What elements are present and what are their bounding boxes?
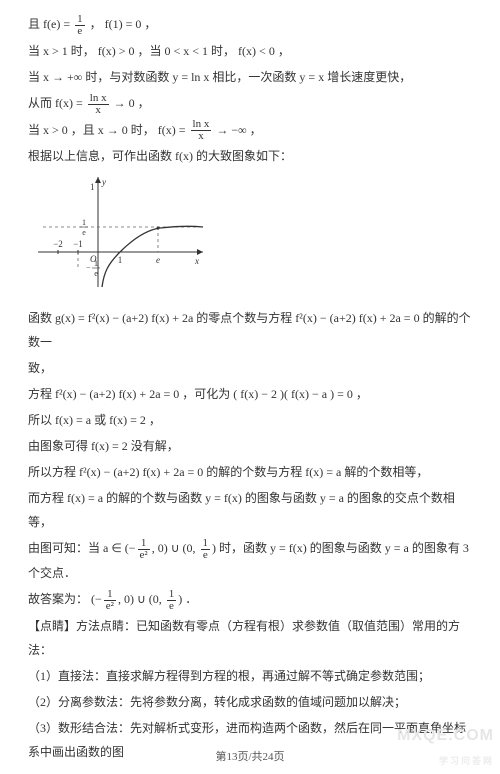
text: , 0) ∪ (0, [152,541,199,555]
text-line: 由图象可得 f(x) = 2 没有解， [28,434,472,458]
fraction-one-over-e: 1 e [75,14,85,37]
svg-text:−: − [86,263,91,272]
text: 函数 g(x) = f²(x) − (a+2) f(x) + 2a 的零点个数与… [28,311,471,349]
text: 由图象可得 f(x) = 2 没有解， [28,439,179,453]
text: 从而 f(x) = [28,96,86,110]
svg-text:−2: −2 [53,239,63,249]
svg-text:x: x [194,256,199,266]
text-line: 当 x > 1 时， f(x) > 0 ，当 0 < x < 1 时， f(x)… [28,39,472,63]
svg-text:1: 1 [94,259,98,268]
fraction-one-over-e: 1e [167,589,177,612]
fraction-one-over-e: 1e [201,538,211,561]
svg-text:y: y [101,177,106,187]
svg-text:−1: −1 [73,239,83,249]
page-footer: 第13页/共24页 [0,746,500,768]
svg-text:1: 1 [82,218,86,227]
svg-text:e: e [82,228,86,237]
text: 方程 f²(x) − (a+2) f(x) + 2a = 0 ，可化为 ( f(… [28,387,368,401]
graph-container: yxO11e−2−11e−1e [28,172,472,300]
function-graph: yxO11e−2−11e−1e [28,172,208,292]
text-line: 方程 f²(x) − (a+2) f(x) + 2a = 0 ，可化为 ( f(… [28,382,472,406]
svg-text:1: 1 [90,182,95,192]
text-line: 根据以上信息，可作出函数 f(x) 的大致图象如下： [28,144,472,168]
text: 所以方程 f²(x) − (a+2) f(x) + 2a = 0 的解的个数与方… [28,465,428,479]
fraction-lnx-over-x: ln x x [88,93,109,116]
interval: (−1e², 0) ∪ (0, 1e) [91,592,185,606]
fraction-lnx-over-x: ln x x [191,119,212,142]
text: （1）直接法：直接求解方程得到方程的根，再通过解不等式确定参数范围； [28,669,430,683]
text: 当 x > 0 ，且 x → 0 时， f(x) = [28,123,189,137]
text: → −∞ ， [216,123,261,137]
text: 所以 f(x) = a 或 f(x) = 2 ， [28,413,161,427]
text-line: 由图可知：当 a ∈ (−1e², 0) ∪ (0, 1e) 时，函数 y = … [28,536,472,585]
text: ， f(1) = 0 ， [90,17,157,31]
text-line: 所以 f(x) = a 或 f(x) = 2 ， [28,408,472,432]
text: ． [185,592,197,606]
text: 【点睛】方法点睛：已知函数有零点（方程有根）求参数值（取值范围）常用的方法： [28,619,460,657]
text-line: （1）直接法：直接求解方程得到方程的根，再通过解不等式确定参数范围； [28,664,472,688]
page: 且 f(e) = 1 e ， f(1) = 0 ， 当 x > 1 时， f(x… [0,0,500,774]
text: ) [212,541,216,555]
svg-text:e: e [94,269,98,278]
text-line: 致， [28,356,472,380]
svg-text:1: 1 [118,255,123,265]
page-number: 第13页/共24页 [215,751,284,763]
text: 由图可知：当 a ∈ [28,541,125,555]
text: ) [178,592,182,606]
text-line: 且 f(e) = 1 e ， f(1) = 0 ， [28,12,472,37]
text-line: 故答案为： (−1e², 0) ∪ (0, 1e) ． [28,587,472,612]
text-line: 函数 g(x) = f²(x) − (a+2) f(x) + 2a 的零点个数与… [28,306,472,354]
text-line: 从而 f(x) = ln x x → 0 ， [28,91,472,116]
interval: (−1e², 0) ∪ (0, 1e) [125,541,219,555]
text-line: 当 x > 0 ，且 x → 0 时， f(x) = ln x x → −∞ ， [28,118,472,143]
text: (− [91,592,102,606]
text: 根据以上信息，可作出函数 f(x) 的大致图象如下： [28,149,292,163]
svg-text:e: e [156,255,160,265]
text-line: 而方程 f(x) = a 的解的个数与函数 y = f(x) 的图象与函数 y … [28,486,472,534]
text: 致， [28,361,52,375]
text: → 0 ， [114,96,150,110]
text: 而方程 f(x) = a 的解的个数与函数 y = f(x) 的图象与函数 y … [28,491,455,529]
text: 当 x > 1 时， f(x) > 0 ，当 0 < x < 1 时， f(x)… [28,44,290,58]
text-line: （2）分离参数法：先将参数分离，转化成求函数的值域问题加以解决； [28,690,472,714]
text: (− [125,541,136,555]
text: 当 x → +∞ 时，与对数函数 y = ln x 相比，一次函数 y = x … [28,70,411,84]
text: , 0) ∪ (0, [118,592,165,606]
fraction-one-over-e2: 1e² [138,538,150,561]
text-line: 所以方程 f²(x) − (a+2) f(x) + 2a = 0 的解的个数与方… [28,460,472,484]
fraction-one-over-e2: 1e² [104,589,116,612]
text: 故答案为： [28,592,88,606]
text-line: 【点睛】方法点睛：已知函数有零点（方程有根）求参数值（取值范围）常用的方法： [28,614,472,662]
text: （2）分离参数法：先将参数分离，转化成求函数的值域问题加以解决； [28,695,406,709]
text: 且 f(e) = [28,17,73,31]
text-line: 当 x → +∞ 时，与对数函数 y = ln x 相比，一次函数 y = x … [28,65,472,89]
